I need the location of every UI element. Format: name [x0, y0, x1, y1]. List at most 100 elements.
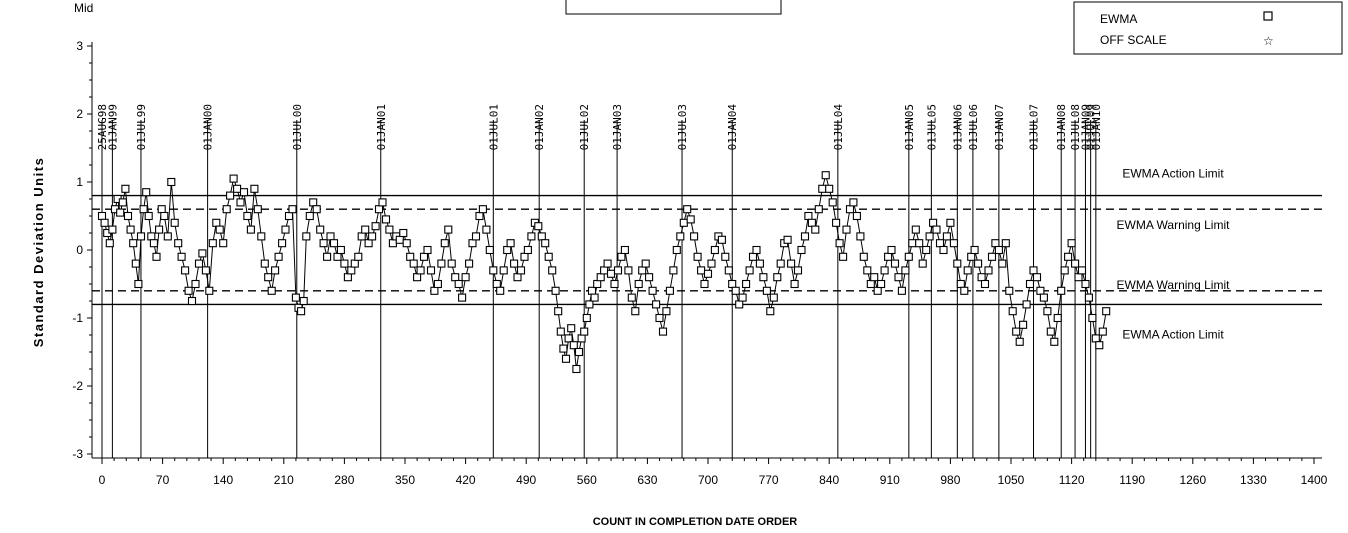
ewma-point	[559, 344, 568, 353]
ewma-point	[1067, 239, 1076, 248]
ewma-point	[1091, 334, 1100, 343]
ewma-point	[1060, 266, 1069, 275]
ewma-point	[541, 239, 550, 248]
ewma-point	[776, 259, 785, 268]
ewma-point	[523, 245, 532, 255]
ewma-point	[284, 211, 294, 221]
y-axis-top-label: Mid	[74, 1, 93, 15]
ewma-point	[271, 266, 280, 275]
ewma-point	[174, 239, 183, 248]
ewma-point	[587, 286, 597, 295]
ewma-point	[590, 293, 599, 302]
ewma-point	[690, 232, 699, 241]
x-tick-label: 1120	[1059, 473, 1085, 487]
ewma-point	[577, 334, 586, 343]
ewma-point	[409, 259, 418, 268]
ewma-point	[496, 286, 505, 295]
ewma-point	[281, 225, 290, 234]
x-tick-label: 910	[880, 473, 900, 487]
ewma-point	[378, 198, 387, 207]
ewma-point	[554, 307, 563, 316]
x-tick-label: 1190	[1119, 473, 1145, 487]
ewma-point	[205, 286, 214, 295]
ewma-point	[1008, 307, 1017, 316]
ewma-point	[1071, 259, 1080, 268]
date-marker-label: 01JAN02	[533, 104, 546, 150]
ewma-point	[693, 252, 702, 261]
ewma-point	[177, 252, 186, 261]
ewma-point	[516, 266, 526, 275]
ewma-point	[949, 239, 958, 248]
ewma-point	[302, 232, 311, 241]
ewma-point	[534, 222, 543, 231]
ewma-point	[267, 286, 276, 295]
ewma-point	[291, 293, 300, 302]
ewma-point	[131, 259, 140, 268]
x-tick-label: 1400	[1301, 473, 1328, 487]
ewma-point	[606, 269, 616, 278]
ewma-point	[825, 184, 834, 193]
ewma-point	[929, 218, 938, 227]
ewma-point	[994, 245, 1003, 255]
date-marker-label: 01JUL99	[135, 104, 148, 150]
ewma-point	[574, 347, 584, 357]
ewma-point	[580, 327, 589, 336]
ewma-point	[884, 252, 893, 261]
x-tick-label: 490	[516, 473, 536, 487]
ewma-point	[485, 245, 494, 255]
legend-star-marker: ☆	[1263, 34, 1274, 48]
ewma-point	[1005, 286, 1014, 295]
ewma-point	[1036, 286, 1045, 295]
ewma-point	[974, 259, 983, 268]
ewma-point	[904, 252, 913, 261]
ewma-point	[416, 266, 425, 275]
ewma-point	[212, 218, 221, 227]
ewma-point	[1046, 327, 1055, 336]
ewma-point	[510, 259, 519, 268]
ewma-point	[468, 239, 477, 248]
ewma-point	[956, 279, 965, 289]
ewma-point	[742, 279, 751, 289]
ewma-point	[1095, 341, 1104, 350]
ewma-point	[395, 235, 404, 244]
ewma-point	[641, 259, 650, 268]
ewma-point	[707, 259, 716, 268]
ewma-point	[503, 245, 512, 255]
ewma-point	[755, 259, 764, 268]
ewma-point	[887, 245, 896, 255]
ewma-point	[627, 293, 636, 302]
ewma-point	[1074, 273, 1083, 282]
ewma-point	[960, 286, 969, 295]
ewma-point	[676, 232, 685, 241]
ewma-point	[942, 232, 951, 241]
legend: EWMA OFF SCALE ☆	[1073, 1, 1343, 55]
ewma-point	[1001, 239, 1010, 248]
date-marker-label: 01JUL07	[1028, 104, 1041, 150]
ewma-point	[800, 232, 810, 241]
ewma-point	[807, 218, 816, 227]
date-marker-label: 01JUL03	[676, 104, 689, 150]
ewma-point	[866, 279, 875, 289]
action-limit-label: EWMA Action Limit	[1122, 327, 1224, 341]
ewma-point	[1081, 279, 1090, 289]
ewma-point	[700, 279, 709, 289]
ewma-point	[1050, 337, 1059, 346]
ewma-point	[852, 211, 861, 221]
ewma-point	[447, 259, 456, 268]
ewma-point	[108, 225, 117, 234]
ewma-point	[835, 239, 844, 248]
ewma-point	[679, 218, 688, 227]
ewma-point	[105, 239, 114, 248]
ewma-point	[967, 252, 976, 261]
ewma-point	[208, 239, 217, 248]
ewma-point	[116, 208, 125, 217]
ewma-point	[1029, 266, 1038, 275]
ewma-point	[1098, 327, 1107, 336]
ewma-point	[1015, 337, 1024, 346]
ewma-point	[596, 273, 605, 282]
ewma-point	[987, 252, 997, 261]
ewma-point	[181, 266, 190, 275]
ewma-point	[814, 205, 823, 214]
ewma-point	[184, 286, 193, 295]
ewma-point	[354, 252, 363, 261]
